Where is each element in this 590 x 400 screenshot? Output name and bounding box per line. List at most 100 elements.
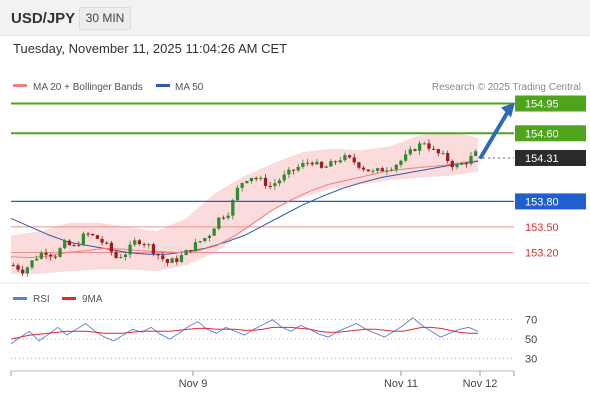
candle-body bbox=[198, 241, 202, 243]
candle-body bbox=[109, 242, 114, 252]
candle-body bbox=[357, 162, 361, 168]
level-label-box-3 bbox=[515, 193, 586, 210]
candle-body bbox=[235, 187, 240, 201]
candle-body bbox=[16, 265, 20, 270]
candle-body bbox=[226, 215, 230, 218]
candle-body bbox=[389, 169, 394, 171]
ma20-legend-swatch bbox=[13, 84, 27, 87]
research-credit: Research © 2025 Trading Central bbox=[432, 82, 581, 93]
level-label-box-2 bbox=[515, 149, 586, 166]
candle-body bbox=[212, 228, 216, 236]
candle-body bbox=[399, 160, 403, 165]
projection-arrowhead bbox=[501, 102, 515, 118]
candle-body bbox=[469, 155, 473, 164]
candle-body bbox=[53, 256, 57, 258]
candle-body bbox=[347, 155, 352, 158]
candle-body bbox=[207, 235, 212, 238]
candle-body bbox=[11, 265, 15, 267]
candle-body bbox=[282, 174, 286, 181]
candle-body bbox=[147, 244, 151, 246]
candle-body bbox=[474, 151, 478, 156]
chart-timestamp: Tuesday, November 11, 2025 11:04:26 AM C… bbox=[13, 41, 288, 56]
candle-body bbox=[203, 237, 207, 242]
candle-body bbox=[240, 183, 244, 188]
candle-body bbox=[263, 177, 268, 186]
candle-body bbox=[460, 163, 464, 165]
candle-body bbox=[333, 161, 338, 163]
candle-body bbox=[319, 161, 324, 168]
candle-body bbox=[268, 185, 272, 187]
candle-body bbox=[324, 166, 328, 168]
candle-body bbox=[142, 244, 146, 246]
candle-body bbox=[422, 143, 426, 145]
level-label-5: 153.20 bbox=[525, 247, 559, 259]
candle-body bbox=[170, 258, 174, 263]
candle-body bbox=[123, 254, 128, 258]
candle-body bbox=[408, 149, 412, 155]
level-label-box-0 bbox=[515, 95, 586, 112]
candle-body bbox=[287, 169, 291, 175]
candle-body bbox=[352, 157, 356, 163]
candle-body bbox=[417, 143, 422, 151]
candle-body bbox=[21, 269, 25, 274]
candle-body bbox=[100, 238, 104, 243]
candle-body bbox=[137, 240, 142, 245]
candle-body bbox=[380, 168, 384, 172]
candle-body bbox=[156, 253, 160, 256]
candle-body bbox=[245, 181, 249, 184]
candle-body bbox=[413, 149, 417, 151]
level-label-3: 153.80 bbox=[525, 196, 559, 208]
candle-body bbox=[291, 169, 296, 171]
candle-body bbox=[371, 170, 375, 172]
candle-body bbox=[72, 245, 76, 247]
level-label-1: 154.60 bbox=[525, 128, 559, 140]
timeframe-button[interactable]: 30 MIN bbox=[79, 7, 131, 30]
level-label-4: 153.50 bbox=[525, 222, 559, 234]
level-label-0: 154.95 bbox=[525, 99, 559, 111]
ma20-legend-label: MA 20 + Bollinger Bands bbox=[33, 82, 143, 93]
candle-body bbox=[259, 177, 263, 179]
candle-body bbox=[385, 170, 389, 172]
candle-body bbox=[450, 161, 454, 168]
candle-body bbox=[77, 245, 81, 247]
candle-body bbox=[67, 240, 72, 246]
candle-body bbox=[161, 255, 165, 260]
candle-body bbox=[315, 161, 319, 165]
rsi-ma-line bbox=[10, 326, 478, 340]
candle-body bbox=[446, 153, 450, 162]
candle-body bbox=[63, 240, 67, 249]
candle-body bbox=[114, 251, 118, 258]
candle-body bbox=[455, 164, 459, 168]
candle-body bbox=[49, 254, 53, 257]
rsi-legend-swatch bbox=[13, 297, 27, 300]
candle-body bbox=[30, 260, 34, 268]
candle-body bbox=[189, 250, 193, 252]
symbol-title: USD/JPY bbox=[11, 10, 76, 27]
time-tick-label-2: Nov 12 bbox=[463, 378, 498, 390]
candle-body bbox=[441, 153, 445, 155]
candle-body bbox=[221, 217, 226, 219]
candle-body bbox=[343, 155, 347, 161]
rsi-ma-legend-label: 9MA bbox=[82, 294, 103, 305]
candle-body bbox=[58, 248, 62, 257]
candle-body bbox=[119, 257, 123, 259]
candle-body bbox=[432, 148, 436, 150]
candle-body bbox=[231, 200, 235, 216]
header-bar: USD/JPY 30 MIN bbox=[0, 0, 590, 36]
candle-body bbox=[151, 244, 156, 254]
rsi-tick-label-2: 30 bbox=[525, 353, 537, 365]
candle-body bbox=[329, 161, 333, 167]
candle-body bbox=[81, 233, 86, 246]
ma50-line bbox=[10, 160, 479, 255]
level-label-box-1 bbox=[515, 125, 586, 142]
candle-body bbox=[105, 242, 109, 244]
candle-body bbox=[44, 252, 48, 255]
candle-body bbox=[277, 180, 282, 184]
candle-body bbox=[133, 240, 137, 245]
ma20-line bbox=[10, 160, 479, 259]
candle-body bbox=[179, 255, 184, 262]
level-label-2: 154.31 bbox=[525, 153, 559, 165]
candle-body bbox=[273, 183, 277, 187]
candle-body bbox=[403, 154, 408, 161]
